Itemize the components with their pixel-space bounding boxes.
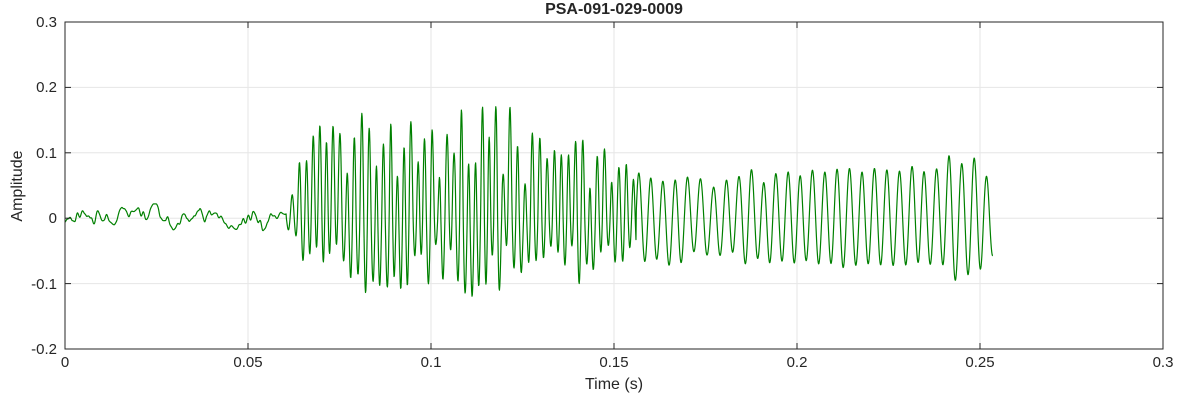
x-tick-label: 0.05: [233, 354, 263, 371]
x-axis-label: Time (s): [584, 376, 644, 393]
x-tick-label: 0: [60, 354, 70, 371]
x-tick-label: 0.25: [965, 354, 995, 371]
x-tick-label: 0.15: [599, 354, 629, 371]
x-tick-label: 0.1: [420, 354, 442, 371]
y-tick-label: 0: [48, 210, 57, 228]
y-tick-label: 0.1: [36, 144, 57, 162]
x-tick-label: 0.2: [786, 354, 808, 371]
x-tick-label: 0.3: [1152, 354, 1174, 371]
y-tick-label: -0.1: [31, 275, 57, 293]
y-tick-label: -0.2: [31, 341, 57, 358]
y-tick-label: 0.3: [36, 14, 57, 31]
y-tick-label: 0.2: [36, 79, 57, 97]
waveform-series: [64, 106, 994, 297]
chart-title: PSA-091-029-0009: [545, 1, 683, 18]
